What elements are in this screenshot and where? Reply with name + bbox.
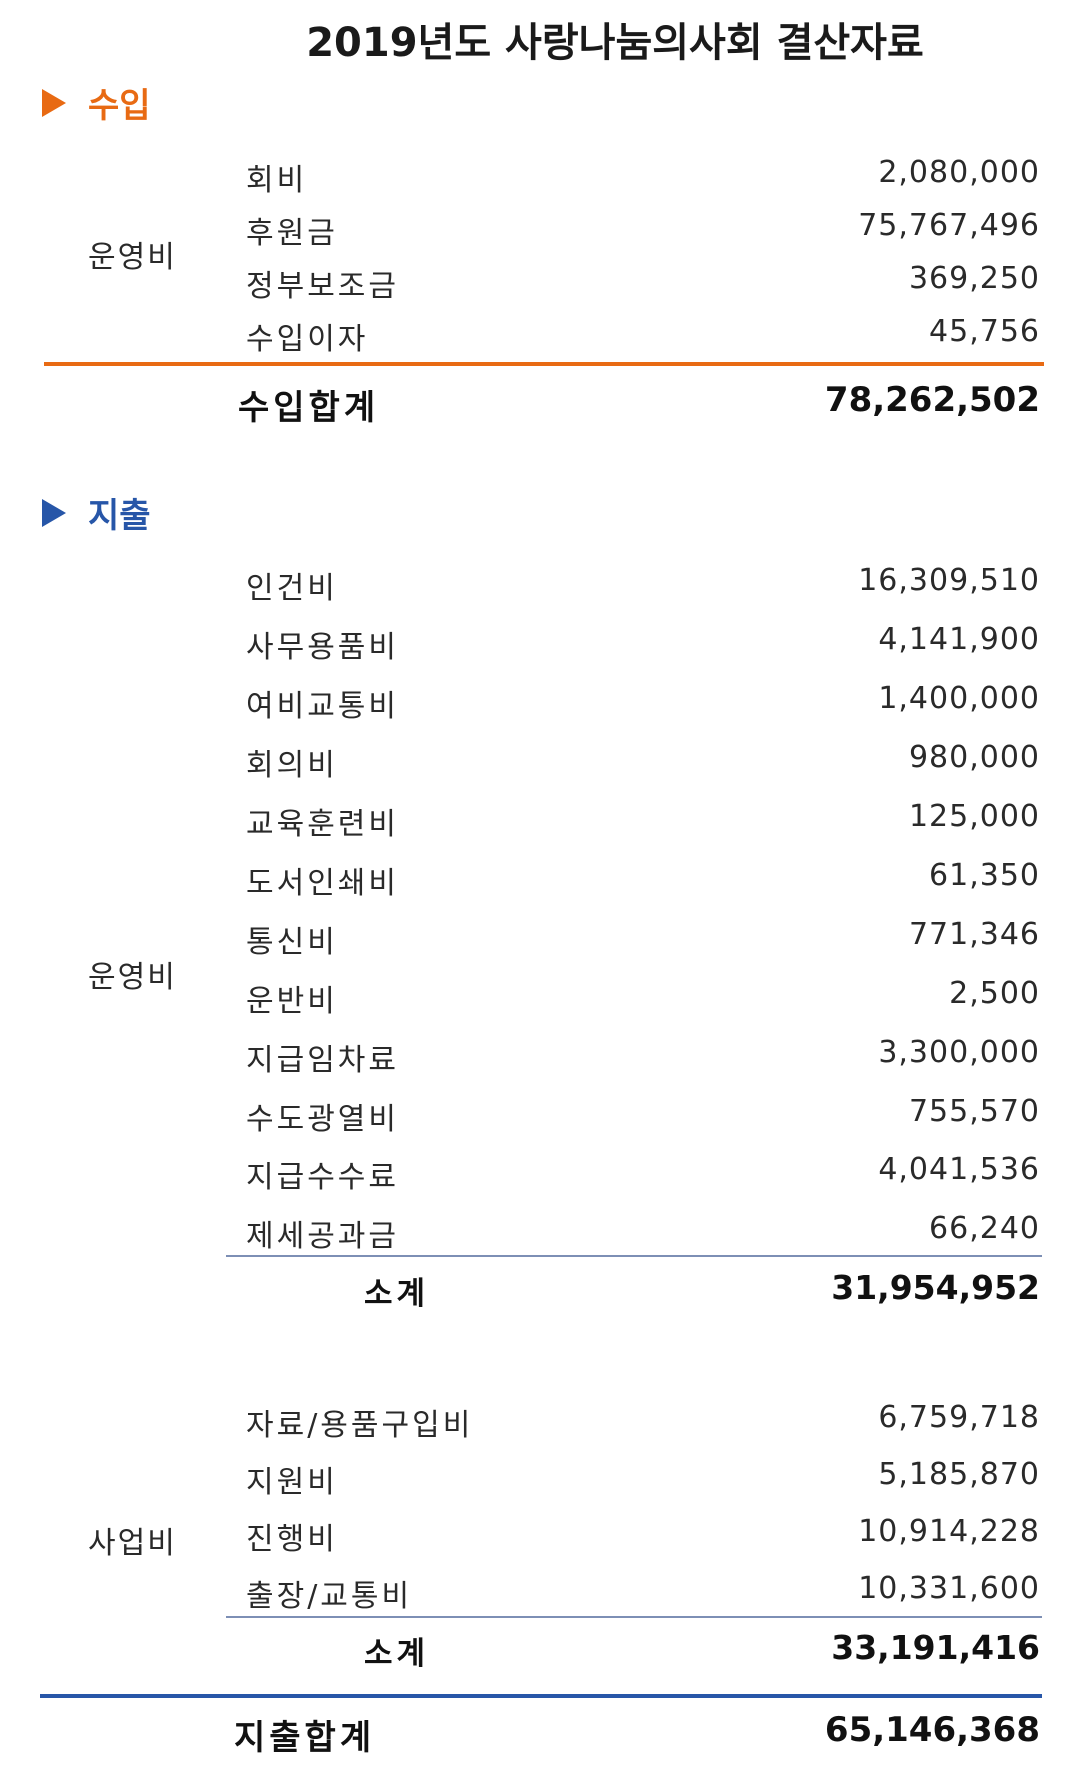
expense-heading-label: 지출 [88, 496, 151, 536]
expense-item-name: 통신비 [246, 925, 338, 960]
expense-item-value: 16,309,510 [858, 563, 1040, 598]
expense-item-value: 771,346 [908, 917, 1040, 952]
expense-item-name: 사무용품비 [246, 630, 399, 665]
expense-item-value: 4,041,536 [878, 1152, 1040, 1187]
income-item-name: 정부보조금 [246, 269, 399, 304]
expense-group-label-program: 사업비 [88, 1526, 177, 1561]
income-total-label: 수입합계 [238, 388, 380, 428]
expense-item-name: 회의비 [246, 748, 338, 783]
expense-item-name: 지급수수료 [246, 1160, 399, 1195]
expense-item-value: 66,240 [929, 1211, 1040, 1246]
expense-item-name: 출장/교통비 [246, 1579, 413, 1614]
expense-item-name: 인건비 [246, 571, 338, 606]
expense-item-value: 6,759,718 [878, 1400, 1040, 1435]
expense-item-value: 10,331,600 [858, 1571, 1040, 1606]
income-item-name: 회비 [246, 163, 308, 198]
expense-item-value: 980,000 [908, 740, 1040, 775]
income-group-label: 운영비 [88, 240, 177, 275]
operating-subtotal-label: 소계 [364, 1276, 430, 1312]
income-item-value: 369,250 [908, 261, 1040, 296]
expense-total-value: 65,146,368 [824, 1710, 1040, 1750]
expense-item-name: 교육훈련비 [246, 807, 399, 842]
expense-item-value: 125,000 [908, 799, 1040, 834]
expense-item-name: 수도광열비 [246, 1102, 399, 1137]
expense-item-name: 자료/용품구입비 [246, 1408, 474, 1443]
play-triangle-icon [42, 498, 66, 527]
income-item-value: 75,767,496 [858, 208, 1040, 243]
income-heading-label: 수입 [88, 86, 151, 126]
income-item-value: 2,080,000 [878, 155, 1040, 190]
operating-subtotal-value: 31,954,952 [831, 1268, 1040, 1307]
expense-item-name: 운반비 [246, 984, 338, 1019]
income-item-value: 45,756 [929, 314, 1040, 349]
expense-item-value: 4,141,900 [878, 622, 1040, 657]
expense-item-value: 10,914,228 [858, 1514, 1040, 1549]
expense-group-label-operating: 운영비 [88, 960, 177, 995]
expense-item-value: 2,500 [949, 976, 1040, 1011]
expense-item-value: 1,400,000 [878, 681, 1040, 716]
expense-item-name: 진행비 [246, 1522, 338, 1557]
program-subtotal-label: 소계 [364, 1636, 430, 1672]
expense-section-heading: 지출 [42, 488, 151, 537]
expense-item-value: 755,570 [908, 1094, 1040, 1129]
play-triangle-icon [42, 88, 66, 117]
program-subtotal-divider [226, 1616, 1042, 1618]
expense-item-value: 61,350 [929, 858, 1040, 893]
income-item-name: 후원금 [246, 216, 338, 251]
expense-divider [40, 1694, 1042, 1698]
page-title: 2019년도 사랑나눔의사회 결산자료 [306, 20, 924, 66]
income-divider [44, 362, 1044, 366]
expense-item-name: 도서인쇄비 [246, 866, 399, 901]
income-section-heading: 수입 [42, 78, 151, 127]
income-total-value: 78,262,502 [824, 380, 1040, 420]
expense-item-value: 3,300,000 [878, 1035, 1040, 1070]
program-subtotal-value: 33,191,416 [831, 1628, 1040, 1667]
expense-item-name: 지급임차료 [246, 1043, 399, 1078]
expense-item-name: 지원비 [246, 1465, 338, 1500]
expense-item-name: 제세공과금 [246, 1219, 399, 1254]
expense-total-label: 지출합계 [234, 1718, 376, 1758]
expense-item-value: 5,185,870 [878, 1457, 1040, 1492]
expense-item-name: 여비교통비 [246, 689, 399, 724]
operating-subtotal-divider [226, 1255, 1042, 1257]
income-item-name: 수입이자 [246, 322, 369, 357]
